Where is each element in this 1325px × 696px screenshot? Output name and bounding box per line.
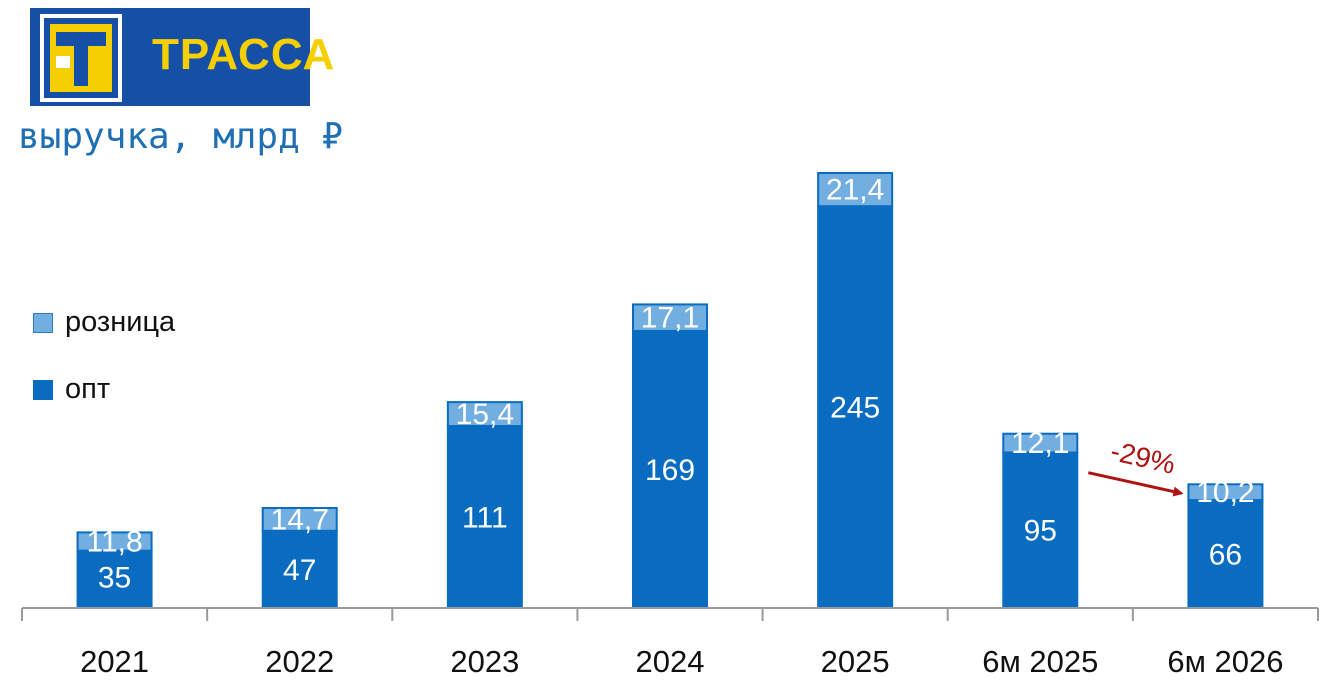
x-tick-label-4: 2025 (821, 644, 890, 679)
x-tick-label-5: 6м 2025 (982, 644, 1098, 679)
data-label-wholesale-5: 95 (1024, 515, 1057, 548)
legend-item-wholesale: опт (33, 373, 110, 406)
x-tick-label-6: 6м 2026 (1167, 644, 1283, 679)
logo-text: ТРАССА (152, 30, 336, 79)
legend-swatch-retail (33, 312, 53, 333)
x-tick-label-0: 2021 (80, 644, 149, 679)
data-label-retail-0: 11,8 (86, 526, 142, 559)
chart-title: выручка, млрд ₽ (18, 116, 344, 157)
change-arrow (1087, 471, 1184, 497)
bar-retail-1 (261, 507, 338, 532)
bar-wholesale-4 (817, 205, 894, 609)
bar-wholesale-0 (76, 549, 153, 608)
data-label-retail-2: 15,4 (456, 398, 514, 431)
data-label-wholesale-4: 245 (830, 392, 880, 425)
company-logo: ТРАССА (30, 8, 334, 106)
data-label-retail-4: 21,4 (826, 174, 884, 207)
data-label-retail-1: 14,7 (271, 503, 329, 536)
bar-retail-3 (632, 303, 708, 332)
bar-retail-0 (76, 531, 153, 552)
bar-wholesale-2 (446, 424, 523, 608)
bar-retail-2 (446, 401, 523, 427)
data-label-wholesale-1: 47 (283, 554, 316, 587)
x-tick-label-3: 2024 (636, 644, 705, 679)
legend-item-retail: розница (33, 306, 175, 339)
data-label-wholesale-2: 111 (462, 501, 508, 534)
bar-wholesale-6 (1187, 499, 1264, 608)
data-label-wholesale-3: 169 (645, 454, 695, 487)
data-label-retail-3: 17,1 (641, 302, 699, 335)
bar-wholesale-1 (261, 529, 338, 608)
legend-swatch-wholesale (33, 379, 53, 400)
data-label-retail-5: 12,1 (1011, 427, 1069, 460)
bar-retail-6 (1187, 483, 1264, 502)
legend-label-retail: розница (65, 306, 176, 338)
change-annotation-label: -29% (1108, 435, 1179, 480)
logo-emblem-icon (40, 14, 122, 102)
bar-wholesale-3 (632, 329, 708, 608)
x-tick-label-2: 2023 (450, 644, 519, 679)
data-label-wholesale-6: 66 (1209, 539, 1242, 572)
bar-wholesale-5 (1002, 451, 1079, 608)
legend-label-wholesale: опт (65, 373, 111, 405)
bar-retail-5 (1002, 432, 1079, 454)
data-label-wholesale-0: 35 (98, 562, 131, 595)
bar-retail-4 (817, 172, 894, 208)
x-tick-label-1: 2022 (265, 644, 334, 679)
data-label-retail-6: 10,2 (1196, 476, 1254, 509)
